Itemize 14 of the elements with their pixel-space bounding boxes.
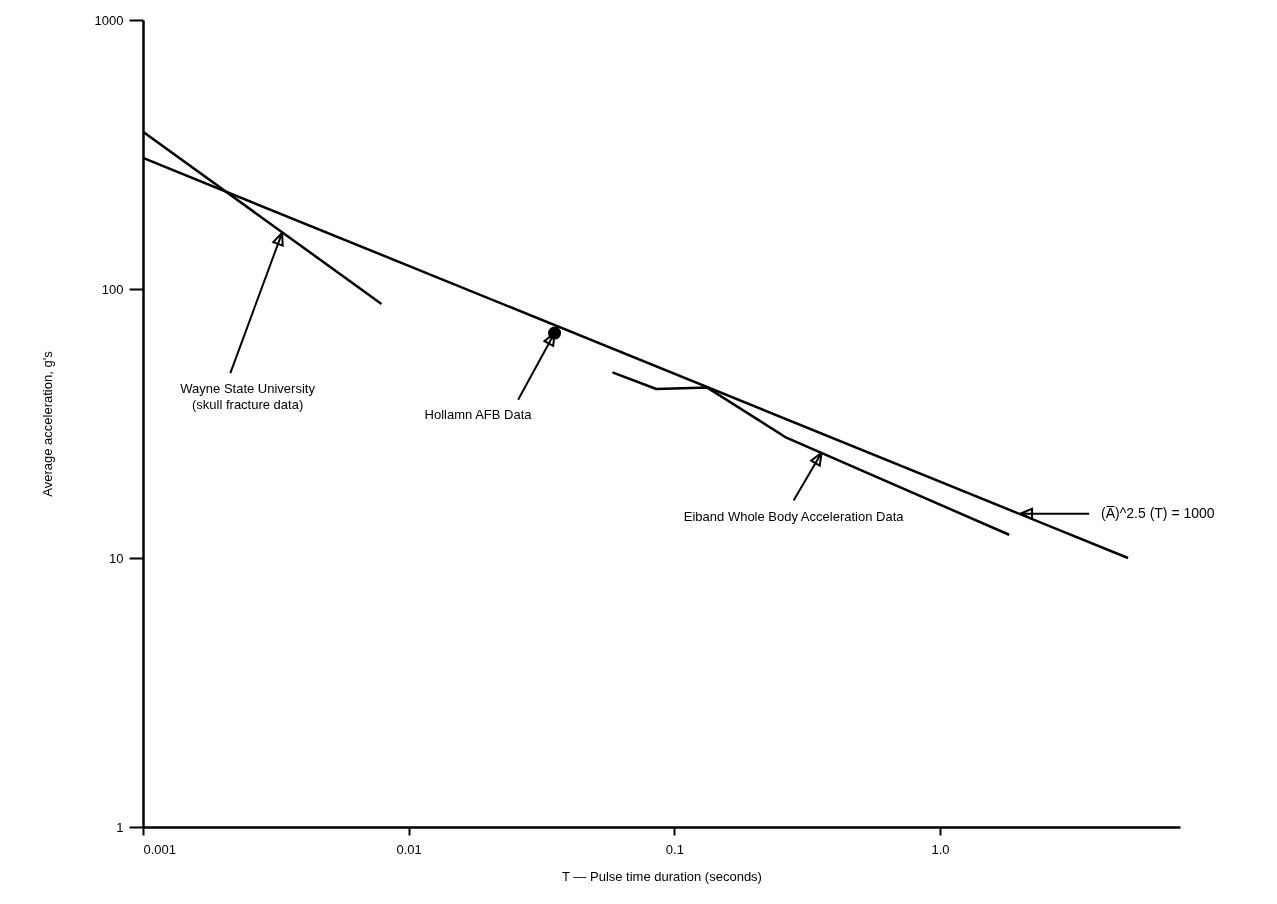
y-axis-title: Average acceleration, g's <box>39 350 55 497</box>
annotation: Hollamn AFB Data <box>424 406 533 422</box>
x-tick-label: 0.1 <box>665 841 684 857</box>
x-tick-label: 0.001 <box>143 841 177 857</box>
x-tick-label: 0.01 <box>396 841 422 857</box>
annotation: Wayne State University (skull fracture data) <box>180 381 316 413</box>
y-tick-label: 10 <box>109 550 124 566</box>
annotation: (A̅)^2.5 (T) = 1000 <box>1101 504 1215 521</box>
annotation: Eiband Whole Body Acceleration Data <box>683 509 905 525</box>
x-axis-title: T — Pulse time duration (seconds) <box>562 868 762 884</box>
y-tick-label: 1 <box>116 819 124 835</box>
y-tick-label: 1000 <box>94 12 124 28</box>
x-tick-label: 1.0 <box>931 841 950 857</box>
y-tick-label: 100 <box>101 281 124 297</box>
